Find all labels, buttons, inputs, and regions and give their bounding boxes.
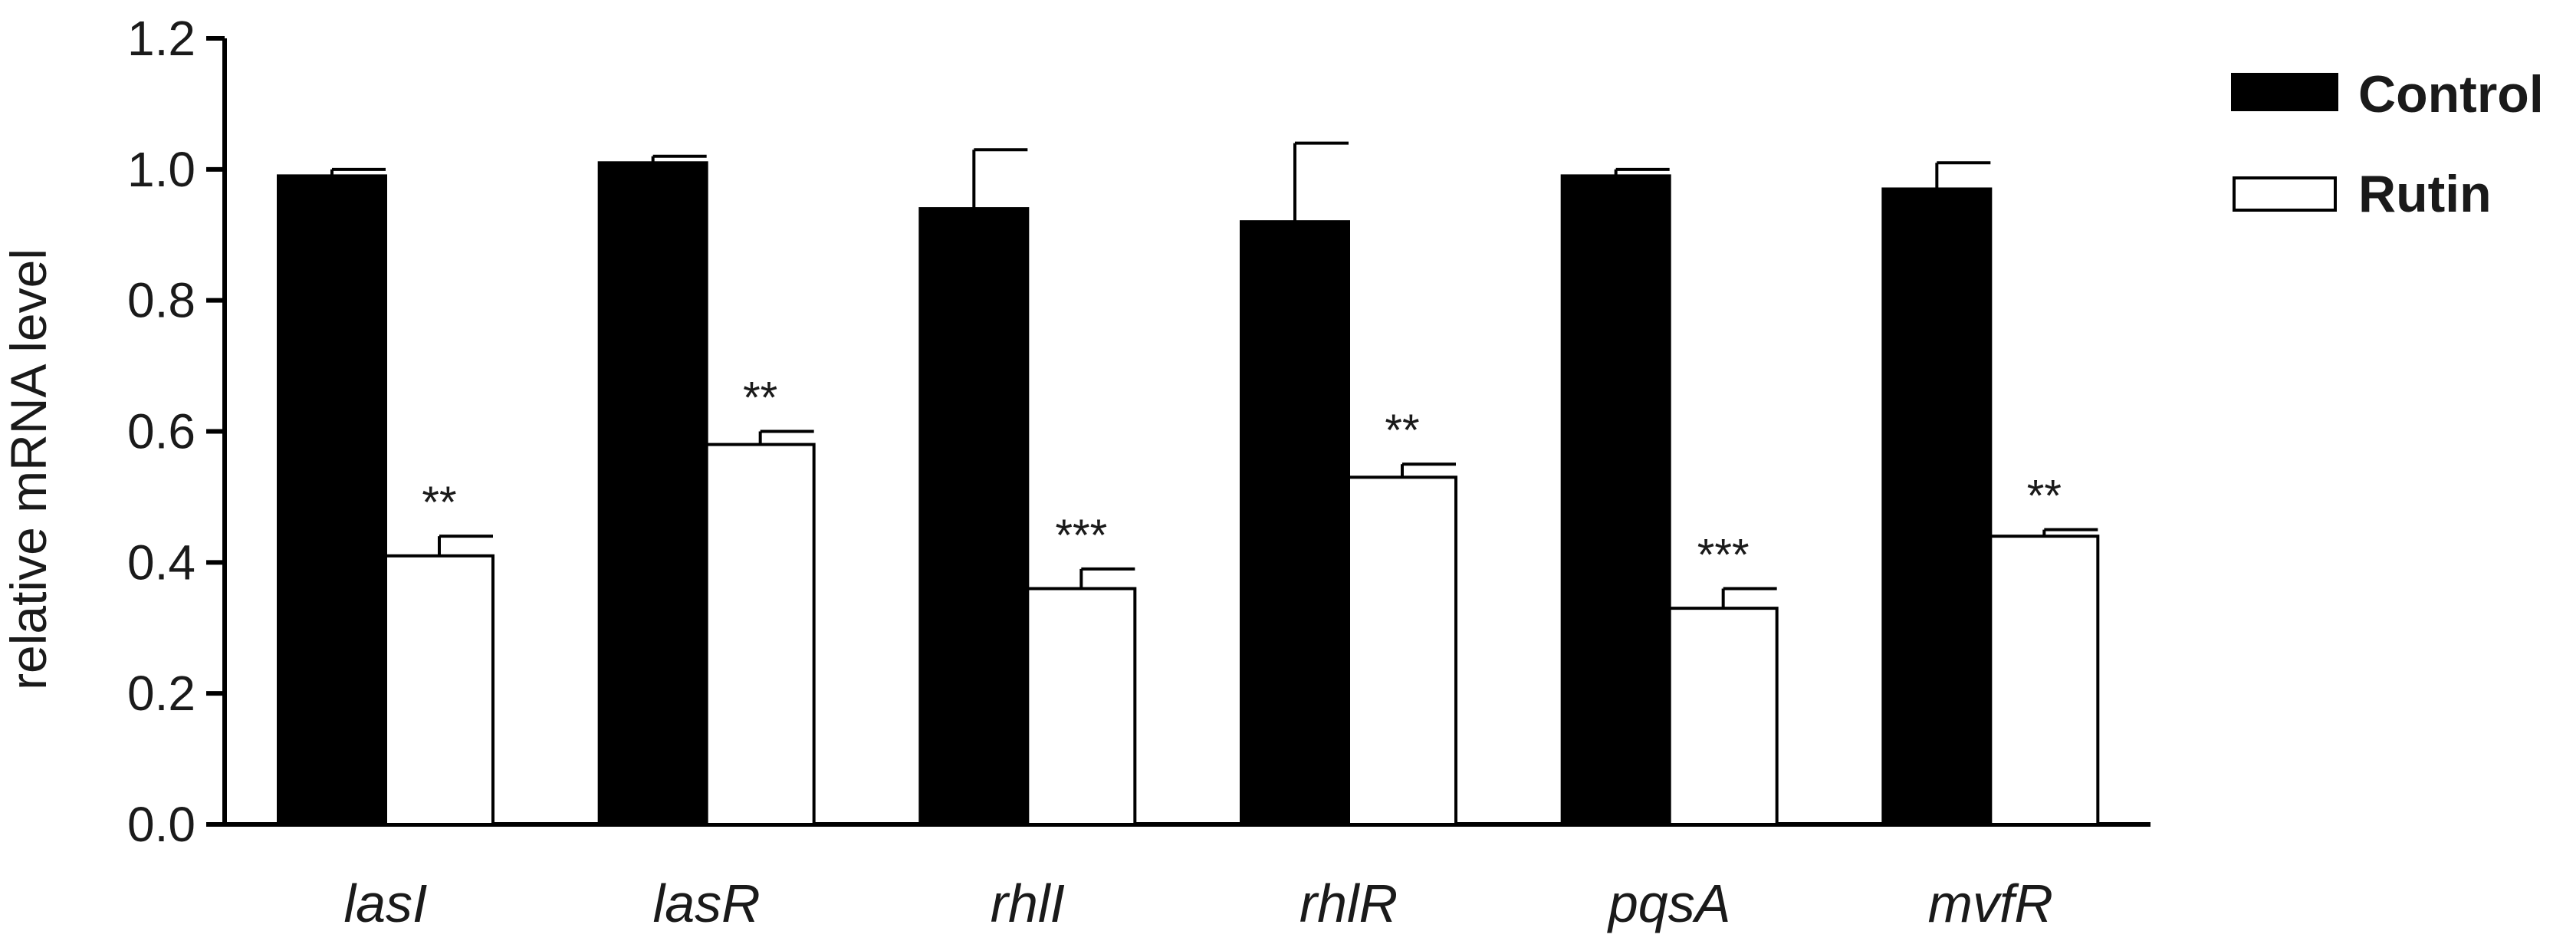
x-category-label: rhlI [991,874,1065,933]
y-tick-label: 0.8 [127,273,196,328]
y-tick-label: 0.4 [127,535,196,590]
y-tick-label: 0.0 [127,797,196,852]
x-category-label: mvfR [1928,874,2053,933]
bar-control-rhlR [1240,220,1350,826]
bar-control-lasI [277,174,387,826]
legend: Control Rutin [2231,65,2544,223]
y-tick-label: 1.2 [127,11,196,66]
legend-label-control: Control [2358,65,2544,123]
y-axis-title: relative mRNA level [0,248,57,690]
significance-label: ** [743,373,777,423]
significance-label: ** [1385,406,1419,456]
bar-rutin-lasI [384,554,495,827]
significance-label: ** [2027,472,2062,521]
plot-area: 0.0 0.2 0.4 0.6 0.8 1.0 1.2 ** lasI ** lasR *** rhlI… [127,11,2150,933]
x-category-label: rhlR [1300,874,1398,933]
x-category-label: lasI [344,874,428,933]
bar-rutin-mvfR [1989,535,2100,827]
bar-rutin-pqsA [1668,607,1779,826]
bar-rutin-rhlR [1347,475,1457,827]
significance-label: *** [1055,511,1107,561]
x-category-label: lasR [653,874,761,933]
x-category-label: pqsA [1607,874,1731,933]
bar-control-rhlI [918,207,1030,827]
legend-swatch-control [2231,73,2338,111]
bar-rutin-rhlI [1026,587,1137,826]
y-tick-label: 0.6 [127,404,196,459]
y-tick-label: 1.0 [127,142,196,197]
bar-control-pqsA [1560,174,1671,826]
significance-label: ** [422,478,456,528]
bar-control-mvfR [1881,187,1993,827]
legend-label-rutin: Rutin [2358,165,2492,223]
bar-rutin-lasR [705,443,816,826]
bar-control-lasR [597,161,708,826]
significance-label: *** [1697,531,1750,581]
y-tick-label: 0.2 [127,666,196,721]
legend-swatch-rutin [2233,176,2337,212]
